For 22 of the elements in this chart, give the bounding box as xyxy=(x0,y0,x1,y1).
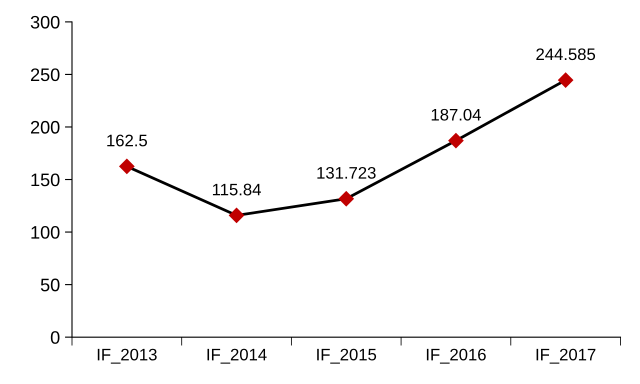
x-tick-label: IF_2016 xyxy=(426,348,486,364)
point xyxy=(558,72,574,88)
y-tick-label: 0 xyxy=(50,331,60,344)
x-tick-label: IF_2013 xyxy=(98,348,157,364)
y-tick-label: 250 xyxy=(30,68,60,82)
point xyxy=(448,133,464,148)
x-tick-label: IF_2015 xyxy=(317,348,376,364)
data-label: 187.04 xyxy=(432,108,481,121)
data-label: 115.84 xyxy=(212,184,261,196)
y-tick-label: 300 xyxy=(30,16,60,29)
y-tick-label: 150 xyxy=(31,173,60,186)
point xyxy=(119,158,134,174)
data-label: 162.5 xyxy=(107,134,148,146)
y-tick-label: 200 xyxy=(30,120,60,134)
point xyxy=(228,208,244,223)
y-tick-label: 100 xyxy=(31,226,60,239)
point xyxy=(338,191,354,206)
x-tick-label: IF_2014 xyxy=(208,348,267,364)
data-label: 244.585 xyxy=(536,48,596,60)
data-label: 131.723 xyxy=(317,166,376,179)
y-tick-label: 50 xyxy=(40,278,60,292)
x-tick-label: IF_2017 xyxy=(536,348,596,364)
